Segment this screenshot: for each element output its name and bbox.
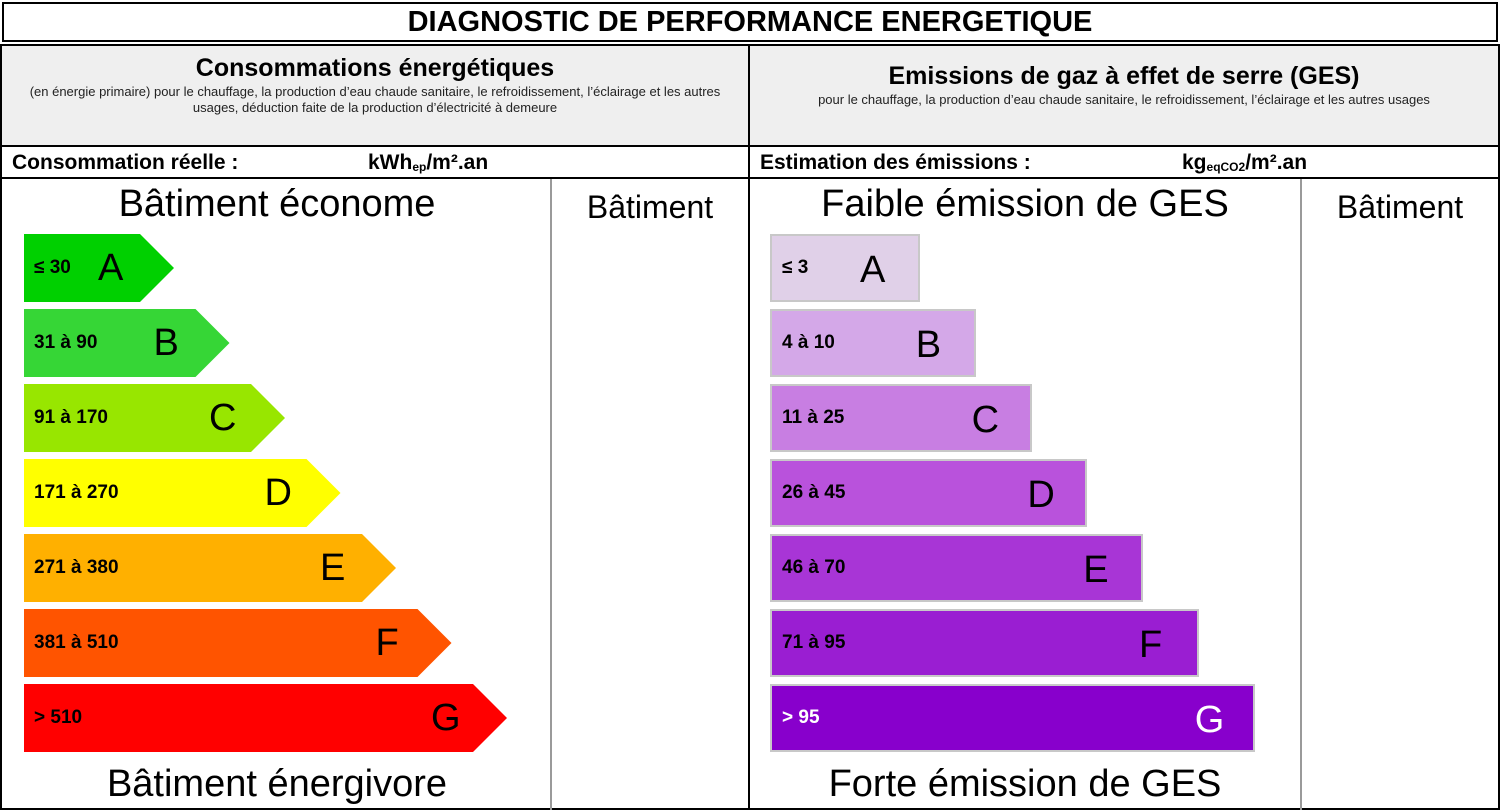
ges-title: Emissions de gaz à effet de serre (GES) xyxy=(888,62,1360,90)
energy-band-a: ≤ 30 A xyxy=(24,234,174,302)
energy-band-range: 31 à 90 xyxy=(34,332,98,353)
ges-band-range: 11 à 25 xyxy=(782,407,845,428)
energy-panel: Consommations énergétiques (en énergie p… xyxy=(0,44,750,810)
ges-band-g: > 95 G xyxy=(770,684,1255,752)
ges-band-c: 11 à 25 C xyxy=(770,384,1032,452)
energy-band-letter: E xyxy=(320,547,346,589)
energy-header: Consommations énergétiques (en énergie p… xyxy=(2,46,748,147)
energy-building-label: Bâtiment xyxy=(586,189,714,225)
energy-band-letter: A xyxy=(98,247,124,289)
ges-band-range: > 95 xyxy=(782,707,820,728)
ges-band-letter: C xyxy=(971,399,1000,441)
energy-unit: kWhep/m².an xyxy=(368,151,489,174)
ges-building-label: Bâtiment xyxy=(1336,189,1464,225)
energy-band-c: 91 à 170 C xyxy=(24,384,285,452)
energy-building-column: Bâtiment xyxy=(550,179,748,810)
energy-band-g: > 510 G xyxy=(24,684,507,752)
page-title: DIAGNOSTIC DE PERFORMANCE ENERGETIQUE xyxy=(2,2,1498,42)
energy-band-range: > 510 xyxy=(34,707,83,728)
energy-band-b: 31 à 90 B xyxy=(24,309,230,377)
ges-band-letter: G xyxy=(1194,699,1225,741)
energy-band-letter: D xyxy=(264,472,292,514)
ges-band-range: ≤ 3 xyxy=(782,257,809,278)
energy-title: Consommations énergétiques xyxy=(195,54,555,82)
energy-band-letter: C xyxy=(209,397,237,439)
energy-band-e: 271 à 380 E xyxy=(24,534,396,602)
ges-band-letter: D xyxy=(1027,474,1055,516)
energy-scale: Bâtiment économe ≤ 30 A 31 à 90 B 91 à 170 C 1… xyxy=(2,179,552,810)
energy-band-range: 381 à 510 xyxy=(34,632,119,653)
ges-band-range: 26 à 45 xyxy=(782,482,846,503)
energy-band-range: 171 à 270 xyxy=(34,482,119,503)
ges-band-range: 4 à 10 xyxy=(782,332,835,353)
energy-band-range: 271 à 380 xyxy=(34,557,119,578)
ges-band-e: 46 à 70 E xyxy=(770,534,1144,602)
ges-unit: kgeqCO2/m².an xyxy=(1182,151,1308,174)
ges-header: Emissions de gaz à effet de serre (GES) … xyxy=(750,46,1498,147)
ges-scale: Faible émission de GES ≤ 3 A 4 à 10 B 11 à 2… xyxy=(750,179,1300,810)
energy-band-range: 91 à 170 xyxy=(34,407,108,428)
ges-band-a: ≤ 3 A xyxy=(770,234,920,302)
ges-bottom-caption: Forte émission de GES xyxy=(828,763,1222,805)
ges-band-letter: E xyxy=(1083,549,1109,591)
ges-panel: Emissions de gaz à effet de serre (GES) … xyxy=(748,44,1500,810)
energy-band-f: 381 à 510 F xyxy=(24,609,452,677)
ges-unit-row: Estimation des émissions : kgeqCO2/m².an xyxy=(750,147,1498,179)
energy-top-caption: Bâtiment économe xyxy=(118,183,436,225)
estimation-label: Estimation des émissions : xyxy=(760,151,1031,174)
energy-subtitle: (en énergie primaire) pour le chauffage,… xyxy=(29,84,721,115)
energy-bottom-caption: Bâtiment énergivore xyxy=(106,763,448,805)
energy-band-d: 171 à 270 D xyxy=(24,459,341,527)
ges-band-letter: A xyxy=(860,249,886,291)
ges-subtitle: pour le chauffage, la production d’eau c… xyxy=(818,92,1430,107)
ges-building-column: Bâtiment xyxy=(1300,179,1498,810)
energy-band-letter: G xyxy=(431,697,461,739)
consumption-label: Consommation réelle : xyxy=(12,151,239,174)
ges-band-range: 46 à 70 xyxy=(782,557,846,578)
ges-band-f: 71 à 95 F xyxy=(770,609,1199,677)
ges-band-letter: F xyxy=(1139,624,1163,666)
energy-unit-row: Consommation réelle : kWhep/m².an xyxy=(2,147,748,179)
ges-band-range: 71 à 95 xyxy=(782,632,846,653)
ges-band-letter: B xyxy=(915,324,942,366)
energy-band-range: ≤ 30 xyxy=(34,257,71,278)
ges-band-d: 26 à 45 D xyxy=(770,459,1088,527)
ges-top-caption: Faible émission de GES xyxy=(821,183,1229,225)
ges-band-b: 4 à 10 B xyxy=(770,309,976,377)
energy-band-letter: B xyxy=(153,322,179,364)
energy-band-letter: F xyxy=(375,622,399,664)
